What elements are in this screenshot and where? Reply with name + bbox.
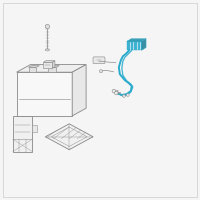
Polygon shape — [48, 67, 56, 72]
Polygon shape — [45, 124, 93, 150]
Polygon shape — [43, 61, 55, 62]
Circle shape — [112, 89, 116, 93]
Polygon shape — [127, 39, 146, 41]
Polygon shape — [29, 66, 39, 67]
Polygon shape — [48, 66, 59, 67]
Polygon shape — [17, 65, 86, 72]
Polygon shape — [32, 125, 37, 132]
Polygon shape — [29, 67, 36, 72]
FancyBboxPatch shape — [93, 57, 105, 64]
Polygon shape — [13, 116, 32, 152]
Polygon shape — [52, 61, 55, 68]
Ellipse shape — [45, 49, 50, 51]
Circle shape — [99, 70, 103, 73]
Circle shape — [122, 95, 125, 97]
Circle shape — [126, 94, 129, 96]
Circle shape — [114, 91, 118, 95]
Polygon shape — [43, 62, 52, 68]
Polygon shape — [142, 39, 146, 50]
Polygon shape — [127, 41, 142, 50]
Polygon shape — [72, 65, 86, 116]
Polygon shape — [17, 72, 72, 116]
